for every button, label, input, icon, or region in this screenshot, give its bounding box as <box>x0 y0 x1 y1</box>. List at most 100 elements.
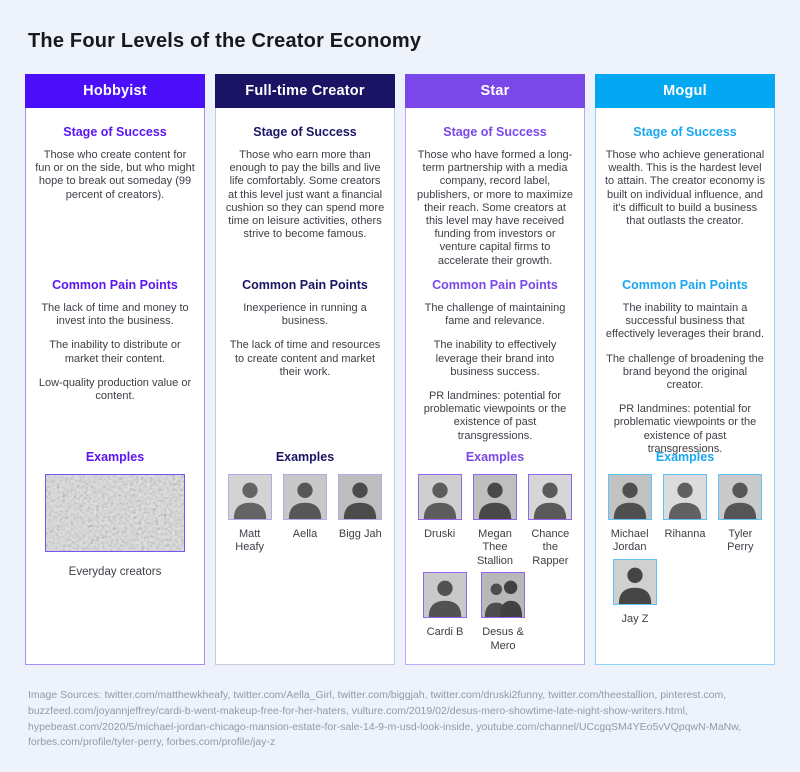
column-header-mogul: Mogul <box>595 74 775 108</box>
column-card-full-time-creator: Full-time Creator Stage of Success Those… <box>215 74 395 665</box>
stage-of-success-section: Stage of Success Those who earn more tha… <box>225 125 385 252</box>
section-heading: Common Pain Points <box>622 278 748 292</box>
column-header-star: Star <box>405 74 585 108</box>
person-name: Matt Heafy <box>235 528 265 554</box>
example-person: Rihanna <box>660 474 709 555</box>
portrait-photo <box>662 474 707 520</box>
example-person: Aella <box>280 474 329 555</box>
stage-of-success-section: Stage of Success Those who create conten… <box>35 125 195 213</box>
section-heading: Examples <box>85 450 145 464</box>
section-paragraph: The inability to effectively leverage th… <box>433 339 557 378</box>
person-name: Megan Thee Stallion <box>476 528 514 567</box>
section-paragraph: PR landmines: potential for problematic … <box>423 389 567 442</box>
portrait-photo <box>338 474 383 520</box>
examples-row: Druski Megan Thee Stallion <box>415 474 575 568</box>
portrait-photo <box>718 474 763 520</box>
pain-points-section: Common Pain Points The challenge of main… <box>415 278 575 454</box>
section-paragraph: Inexperience in running a business. <box>243 302 367 328</box>
column-body: Stage of Success Those who earn more tha… <box>215 108 395 665</box>
example-person: Druski <box>415 474 464 568</box>
pain-points-section: Common Pain Points Inexperience in runni… <box>225 278 385 390</box>
section-paragraph: The lack of time and resources to create… <box>229 339 381 378</box>
section-heading: Common Pain Points <box>52 278 178 292</box>
example-person: Michael Jordan <box>605 474 654 555</box>
pain-points-section: Common Pain Points The lack of time and … <box>35 278 195 414</box>
section-heading: Common Pain Points <box>242 278 368 292</box>
section-paragraph: Low-quality production value or content. <box>38 376 192 402</box>
section-paragraph: The lack of time and money to invest int… <box>41 302 189 328</box>
section-heading: Examples <box>655 450 715 464</box>
column-title: Star <box>480 83 510 99</box>
column-card-star: Star Stage of Success Those who have for… <box>405 74 585 665</box>
example-person: Jay Z <box>609 558 661 626</box>
column-header-full-time-creator: Full-time Creator <box>215 74 395 108</box>
section-heading: Stage of Success <box>633 125 737 139</box>
column-title: Mogul <box>663 83 707 99</box>
infographic-page: The Four Levels of the Creator Economy H… <box>0 30 800 772</box>
column-title: Hobbyist <box>83 83 147 99</box>
examples-section: Examples Druski Megan Thee S <box>415 450 575 657</box>
section-paragraph: Those who create content for fun or on t… <box>35 149 195 201</box>
person-name: Chance the Rapper <box>531 528 570 567</box>
image-sources-text: Image Sources: twitter.com/matthewkheafy… <box>28 689 742 749</box>
example-person: Megan Thee Stallion <box>470 474 519 568</box>
example-person: Desus & Mero <box>477 572 529 653</box>
examples-row: Cardi B Desus & Mero <box>415 572 575 653</box>
section-paragraph: PR landmines: potential for problematic … <box>613 403 757 455</box>
examples-row: Matt Heafy Aella Bigg Jah <box>225 474 385 555</box>
column-card-hobbyist: Hobbyist Stage of Success Those who crea… <box>25 74 205 665</box>
section-heading: Examples <box>465 450 525 464</box>
section-heading: Stage of Success <box>443 125 547 139</box>
examples-section: Examples Michael Jordan Riha <box>605 450 765 630</box>
person-name: Bigg Jah <box>338 528 382 540</box>
section-paragraph: The inability to maintain a successful b… <box>605 302 765 341</box>
example-person: Cardi B <box>419 572 471 653</box>
stage-of-success-section: Stage of Success Those who achieve gener… <box>605 125 765 239</box>
person-name: Tyler Perry <box>727 528 754 554</box>
portrait-photo <box>227 474 272 520</box>
section-heading: Examples <box>275 450 335 464</box>
section-paragraph: The challenge of maintaining fame and re… <box>424 302 566 328</box>
columns-container: Hobbyist Stage of Success Those who crea… <box>25 74 775 665</box>
stage-of-success-section: Stage of Success Those who have formed a… <box>415 125 575 279</box>
example-person: Matt Heafy <box>225 474 274 555</box>
portrait-photo <box>282 474 327 520</box>
column-body: Stage of Success Those who create conten… <box>25 108 205 665</box>
person-name: Everyday creators <box>68 566 162 578</box>
person-name: Jay Z <box>621 612 649 625</box>
examples-section: Examples Everyd <box>35 450 195 579</box>
examples-section: Examples Matt Heafy Aella <box>225 450 385 559</box>
pain-points-section: Common Pain Points The inability to main… <box>605 278 765 467</box>
person-name: Michael Jordan <box>610 528 649 554</box>
examples-row: Michael Jordan Rihanna Tyl <box>605 474 765 555</box>
person-name: Cardi B <box>426 626 464 639</box>
section-paragraph: Those who earn more than enough to pay t… <box>225 149 385 241</box>
example-person: Everyday creators <box>35 474 195 579</box>
section-heading: Stage of Success <box>253 125 357 139</box>
portrait-photo <box>613 558 657 605</box>
examples-row: Jay Z <box>605 558 765 626</box>
crowd-photo <box>45 474 185 552</box>
portrait-photo <box>481 572 525 619</box>
section-heading: Common Pain Points <box>432 278 558 292</box>
portrait-photo <box>607 474 652 520</box>
column-card-mogul: Mogul Stage of Success Those who achieve… <box>595 74 775 665</box>
example-person: Chance the Rapper <box>526 474 575 568</box>
column-title: Full-time Creator <box>245 83 365 99</box>
column-body: Stage of Success Those who achieve gener… <box>595 108 775 665</box>
person-name: Rihanna <box>664 528 706 540</box>
section-heading: Stage of Success <box>63 125 167 139</box>
page-title: The Four Levels of the Creator Economy <box>28 30 422 52</box>
section-paragraph: Those who achieve generational wealth. T… <box>605 149 765 227</box>
portrait-photo <box>423 572 467 619</box>
section-paragraph: The challenge of broadening the brand be… <box>606 352 764 391</box>
person-name: Aella <box>292 528 318 540</box>
example-person: Bigg Jah <box>336 474 385 555</box>
column-body: Stage of Success Those who have formed a… <box>405 108 585 665</box>
portrait-photo <box>472 474 517 520</box>
section-paragraph: Those who have formed a long-term partne… <box>417 149 573 267</box>
portrait-photo <box>417 474 462 520</box>
person-name: Druski <box>424 528 456 540</box>
section-paragraph: The inability to distribute or market th… <box>49 339 181 365</box>
portrait-photo <box>528 474 573 520</box>
